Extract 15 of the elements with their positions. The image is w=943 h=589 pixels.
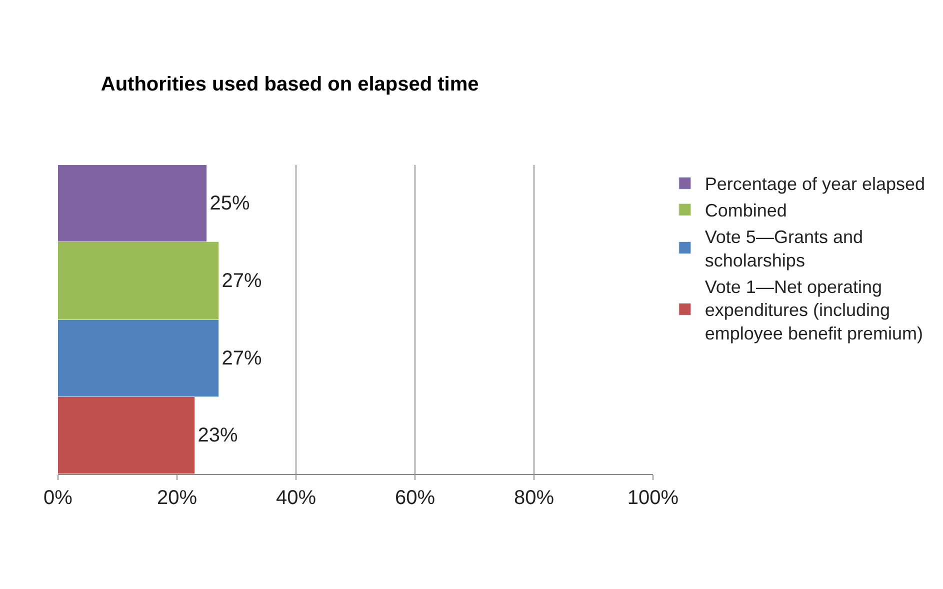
x-tick-label: 100% — [627, 487, 679, 509]
legend-label: Vote 5—Grants and scholarships — [704, 227, 864, 270]
chart-title: Authorities used based on elapsed time — [100, 74, 479, 96]
x-tick-label: 80% — [514, 487, 554, 509]
legend-label: Vote 1—Net operating expenditures (including employee benefit premium) — [704, 276, 924, 344]
data-label: 23% — [198, 424, 238, 446]
data-label: 27% — [222, 270, 262, 292]
data-label: 27% — [222, 347, 262, 370]
x-tick-label: 60% — [394, 487, 436, 509]
legend-label: Combined — [704, 200, 787, 221]
data-label: 25% — [210, 192, 250, 214]
legend-label: Percentage of year elapsed — [704, 174, 926, 194]
x-tick-label: 40% — [276, 487, 316, 509]
x-tick-label: 0% — [44, 487, 73, 509]
x-tick-label: 20% — [156, 487, 198, 509]
